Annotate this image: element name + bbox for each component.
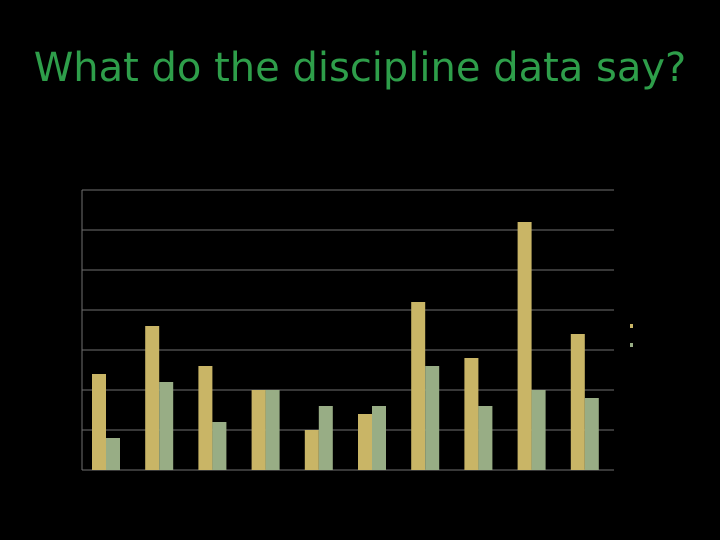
- bar-series-b-8: [478, 406, 493, 470]
- bar-series-a-2: [145, 326, 160, 470]
- legend: [630, 324, 633, 347]
- slide-title: What do the discipline data say?: [33, 45, 687, 91]
- bar-series-b-2: [159, 382, 174, 470]
- bar-series-b-7: [425, 366, 440, 470]
- bar-series-b-4: [265, 390, 280, 470]
- bar-series-b-10: [584, 398, 599, 470]
- bar-series-a-7: [411, 302, 426, 470]
- bar-series-a-1: [92, 374, 106, 470]
- bar-series-a-8: [464, 358, 479, 470]
- bar-series-b-5: [318, 406, 333, 470]
- bar-series-a-6: [358, 414, 372, 470]
- bar-series-a-4: [251, 390, 266, 470]
- legend-marker-b: [630, 343, 633, 347]
- bar-series-b-1: [106, 438, 120, 470]
- bar-series-b-3: [212, 422, 227, 470]
- bar-series-a-9: [517, 222, 532, 470]
- legend-marker-a: [630, 324, 633, 328]
- bars: [92, 222, 599, 470]
- bar-series-a-3: [198, 366, 213, 470]
- bar-series-b-6: [372, 406, 386, 470]
- bar-series-a-5: [304, 430, 319, 470]
- bar-series-b-9: [531, 390, 546, 470]
- bar-series-a-10: [570, 334, 585, 470]
